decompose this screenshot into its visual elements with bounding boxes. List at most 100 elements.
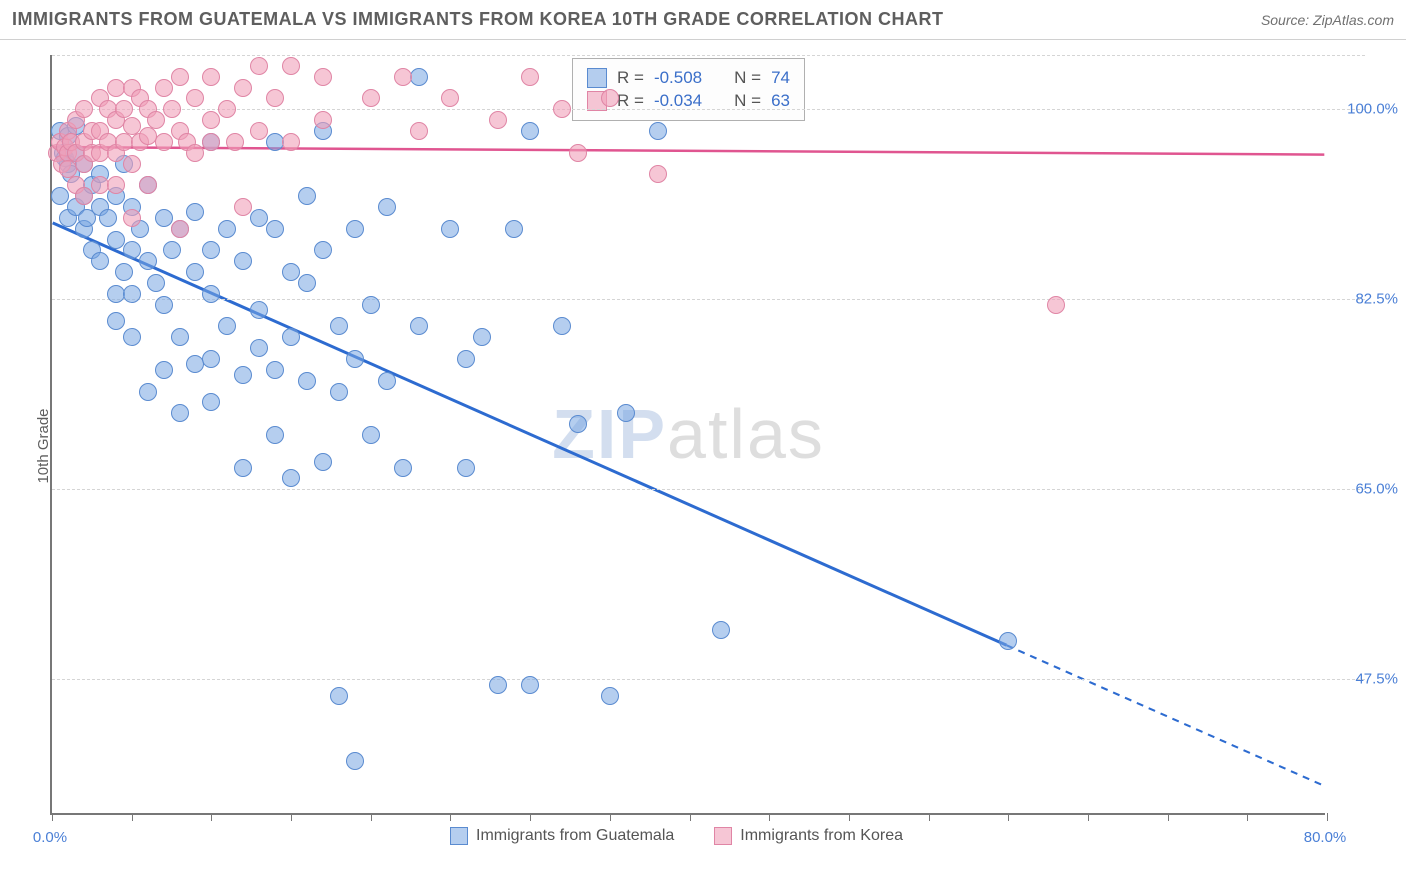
x-tick [690, 813, 691, 821]
data-point-guatemala [266, 220, 284, 238]
data-point-korea [155, 133, 173, 151]
data-point-guatemala [346, 220, 364, 238]
chart-header: IMMIGRANTS FROM GUATEMALA VS IMMIGRANTS … [0, 0, 1406, 40]
data-point-guatemala [410, 68, 428, 86]
trend-lines-layer [52, 55, 1325, 813]
legend-swatch [450, 827, 468, 845]
legend-item-guatemala: Immigrants from Guatemala [450, 827, 674, 845]
x-tick [929, 813, 930, 821]
data-point-guatemala [298, 187, 316, 205]
data-point-guatemala [649, 122, 667, 140]
watermark-zip: ZIP [552, 395, 667, 473]
data-point-guatemala [99, 209, 117, 227]
data-point-korea [234, 79, 252, 97]
data-point-korea [75, 100, 93, 118]
data-point-guatemala [266, 426, 284, 444]
data-point-guatemala [91, 252, 109, 270]
data-point-korea [410, 122, 428, 140]
plot-area: ZIPatlas R =-0.508N =74R =-0.034N =63 [50, 55, 1325, 815]
data-point-guatemala [218, 220, 236, 238]
x-tick [211, 813, 212, 821]
series-legend: Immigrants from Guatemala Immigrants from… [450, 827, 903, 845]
data-point-guatemala [394, 459, 412, 477]
data-point-guatemala [362, 426, 380, 444]
data-point-guatemala [617, 404, 635, 422]
data-point-korea [202, 111, 220, 129]
data-point-guatemala [521, 122, 539, 140]
data-point-guatemala [123, 285, 141, 303]
data-point-guatemala [298, 372, 316, 390]
data-point-korea [107, 176, 125, 194]
data-point-korea [489, 111, 507, 129]
data-point-guatemala [330, 383, 348, 401]
data-point-korea [521, 68, 539, 86]
x-tick [291, 813, 292, 821]
legend-label: Immigrants from Korea [740, 827, 903, 845]
data-point-korea [250, 57, 268, 75]
source-attribution: Source: ZipAtlas.com [1261, 12, 1394, 28]
data-point-korea [202, 133, 220, 151]
watermark-atlas: atlas [667, 395, 825, 473]
data-point-guatemala [171, 328, 189, 346]
data-point-guatemala [155, 296, 173, 314]
data-point-guatemala [250, 339, 268, 357]
data-point-korea [1047, 296, 1065, 314]
data-point-guatemala [282, 263, 300, 281]
data-point-korea [226, 133, 244, 151]
y-tick-label: 47.5% [1355, 671, 1398, 688]
data-point-guatemala [282, 328, 300, 346]
x-tick [52, 813, 53, 821]
stats-swatch [587, 68, 607, 88]
source-name: ZipAtlas.com [1313, 12, 1394, 28]
data-point-korea [147, 111, 165, 129]
data-point-guatemala [362, 296, 380, 314]
data-point-guatemala [282, 469, 300, 487]
data-point-korea [171, 220, 189, 238]
data-point-korea [163, 100, 181, 118]
stats-n-value: 63 [771, 91, 790, 111]
data-point-guatemala [314, 453, 332, 471]
data-point-guatemala [186, 263, 204, 281]
data-point-guatemala [473, 328, 491, 346]
data-point-guatemala [266, 361, 284, 379]
gridline [52, 679, 1365, 680]
data-point-guatemala [139, 383, 157, 401]
x-tick [610, 813, 611, 821]
data-point-guatemala [457, 350, 475, 368]
data-point-korea [218, 100, 236, 118]
data-point-guatemala [218, 317, 236, 335]
data-point-guatemala [250, 301, 268, 319]
stats-r-label: R = [617, 68, 644, 88]
data-point-guatemala [712, 621, 730, 639]
stats-row-guatemala: R =-0.508N =74 [587, 68, 790, 88]
data-point-guatemala [521, 676, 539, 694]
data-point-korea [282, 133, 300, 151]
x-tick [1008, 813, 1009, 821]
chart-title: IMMIGRANTS FROM GUATEMALA VS IMMIGRANTS … [12, 9, 943, 30]
data-point-korea [250, 122, 268, 140]
stats-n-value: 74 [771, 68, 790, 88]
data-point-guatemala [147, 274, 165, 292]
data-point-korea [649, 165, 667, 183]
legend-item-korea: Immigrants from Korea [714, 827, 903, 845]
x-tick [769, 813, 770, 821]
data-point-korea [569, 144, 587, 162]
data-point-guatemala [489, 676, 507, 694]
x-tick [450, 813, 451, 821]
data-point-guatemala [569, 415, 587, 433]
x-tick [849, 813, 850, 821]
data-point-korea [202, 68, 220, 86]
y-tick-label: 65.0% [1355, 481, 1398, 498]
data-point-guatemala [457, 459, 475, 477]
data-point-guatemala [107, 231, 125, 249]
data-point-guatemala [999, 632, 1017, 650]
data-point-guatemala [171, 404, 189, 422]
data-point-guatemala [155, 361, 173, 379]
data-point-korea [139, 176, 157, 194]
data-point-korea [171, 68, 189, 86]
gridline [52, 55, 1365, 56]
watermark: ZIPatlas [552, 394, 825, 474]
data-point-guatemala [346, 350, 364, 368]
data-point-guatemala [202, 350, 220, 368]
data-point-guatemala [51, 187, 69, 205]
